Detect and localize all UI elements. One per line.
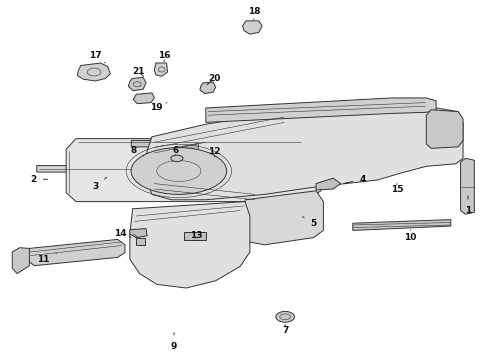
- Polygon shape: [353, 220, 451, 230]
- Polygon shape: [147, 106, 463, 200]
- Text: 4: 4: [344, 175, 366, 184]
- Text: 7: 7: [282, 325, 289, 335]
- Text: 13: 13: [190, 231, 202, 240]
- Polygon shape: [154, 63, 168, 76]
- Text: 9: 9: [171, 333, 177, 351]
- Text: 2: 2: [30, 175, 48, 184]
- Polygon shape: [169, 158, 201, 176]
- Text: 19: 19: [150, 103, 167, 112]
- Polygon shape: [133, 93, 154, 104]
- Text: 3: 3: [93, 177, 107, 191]
- Ellipse shape: [276, 311, 294, 322]
- Polygon shape: [172, 150, 181, 155]
- Polygon shape: [37, 166, 181, 172]
- Polygon shape: [245, 191, 323, 245]
- Polygon shape: [128, 77, 146, 91]
- Polygon shape: [184, 232, 206, 240]
- Text: 18: 18: [247, 7, 260, 20]
- Polygon shape: [12, 248, 29, 274]
- Text: 12: 12: [208, 147, 221, 157]
- Text: 21: 21: [132, 67, 145, 76]
- Polygon shape: [27, 239, 125, 266]
- Text: 14: 14: [114, 230, 131, 238]
- Polygon shape: [131, 140, 169, 147]
- Polygon shape: [243, 21, 262, 34]
- Text: 20: 20: [207, 74, 221, 85]
- Polygon shape: [206, 98, 436, 122]
- Text: 16: 16: [158, 51, 171, 62]
- Text: 10: 10: [404, 230, 417, 242]
- Text: 17: 17: [89, 51, 105, 63]
- Polygon shape: [426, 110, 463, 148]
- Polygon shape: [77, 63, 110, 81]
- Polygon shape: [130, 229, 147, 238]
- Text: 8: 8: [130, 146, 144, 156]
- Text: 5: 5: [302, 217, 317, 228]
- Polygon shape: [167, 143, 198, 161]
- Polygon shape: [108, 165, 126, 168]
- Polygon shape: [172, 172, 203, 191]
- Text: 11: 11: [37, 254, 56, 264]
- Ellipse shape: [171, 155, 183, 162]
- Polygon shape: [66, 139, 321, 202]
- Polygon shape: [200, 82, 216, 94]
- Polygon shape: [461, 158, 474, 214]
- Ellipse shape: [131, 148, 226, 194]
- Polygon shape: [316, 178, 341, 190]
- Polygon shape: [136, 238, 145, 245]
- Text: 6: 6: [172, 146, 178, 155]
- Polygon shape: [130, 202, 250, 288]
- Text: 15: 15: [391, 184, 403, 194]
- Text: 1: 1: [465, 196, 471, 215]
